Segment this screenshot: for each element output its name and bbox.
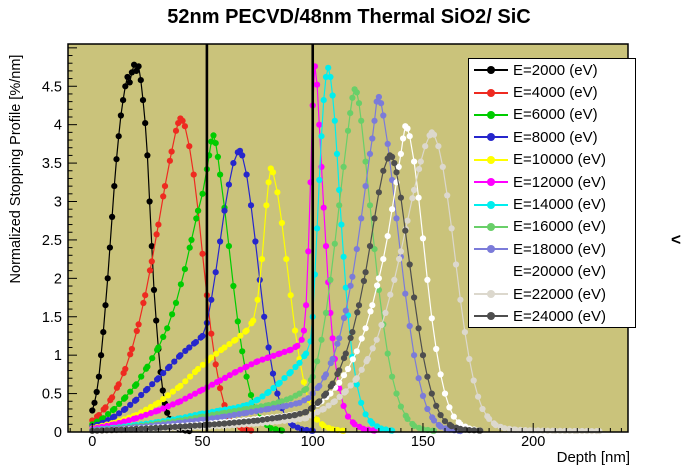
legend-label: E=12000 (eV) [513,173,606,191]
y-tick-label: 2 [54,271,62,287]
legend-item-E-20000-eV: E=20000 (eV) [469,261,635,283]
legend-marker [474,222,508,231]
y-tick-label: 4.5 [42,79,62,95]
legend-label: E=8000 (eV) [513,128,598,146]
legend-marker [474,245,508,254]
legend-label: E=14000 (eV) [513,196,606,214]
legend-label: E=24000 (eV) [513,307,606,325]
legend-marker-dot [487,88,495,97]
legend-marker-dot [487,200,495,209]
x-tick-label: 200 [521,434,545,450]
legend-marker-dot [487,245,495,254]
legend-marker-dot [487,178,495,187]
legend-item-E-22000-eV: E=22000 (eV) [469,283,635,305]
legend-marker [474,66,508,75]
legend-marker [474,290,508,299]
legend-label: E=22000 (eV) [513,285,606,303]
legend-label: E=4000 (eV) [513,84,598,102]
legend-item-E-4000-eV: E=4000 (eV) [469,81,635,103]
legend-marker-dot [487,110,495,119]
y-tick-label: 2.5 [42,233,62,249]
legend-marker-dot [487,267,495,276]
legend-marker-dot [487,222,495,231]
x-tick-label: 100 [301,434,325,450]
legend-label: E=20000 (eV) [513,263,606,281]
legend-marker-dot [487,290,495,299]
y-tick-label: 3 [54,195,62,211]
legend-item-E-8000-eV: E=8000 (eV) [469,126,635,148]
y-tick-label: 4 [54,118,62,134]
legend-label: E=18000 (eV) [513,240,606,258]
legend-marker [474,267,508,276]
series-E-12000-eV [89,63,378,434]
legend-label: E=6000 (eV) [513,106,598,124]
legend-label: E=16000 (eV) [513,218,606,236]
panel-collapse-arrow[interactable]: < [671,230,681,249]
legend-marker-dot [487,66,495,75]
legend-marker [474,133,508,142]
legend-marker [474,155,508,164]
legend-marker-dot [487,133,495,142]
y-tick-label: 0 [54,425,62,441]
interface-lines [205,44,315,432]
axis-ticks [68,47,622,433]
legend-marker-dot [487,155,495,164]
y-tick-label: 0.5 [42,387,62,403]
legend-item-E-2000-eV: E=2000 (eV) [469,59,635,81]
legend-item-E-10000-eV: E=10000 (eV) [469,149,635,171]
legend-marker [474,312,508,321]
legend-marker-dot [487,312,495,321]
legend-label: E=2000 (eV) [513,61,598,79]
x-tick-label: 50 [194,434,210,450]
legend-marker [474,88,508,97]
series-E-2000-eV [89,61,193,435]
chart-title: 52nm PECVD/48nm Thermal SiO2/ SiC [167,6,531,28]
legend-marker [474,110,508,119]
legend-item-E-6000-eV: E=6000 (eV) [469,104,635,126]
x-axis-title: Depth [nm] [556,449,630,466]
legend-item-E-14000-eV: E=14000 (eV) [469,193,635,215]
legend-item-E-16000-eV: E=16000 (eV) [469,216,635,238]
legend-item-E-12000-eV: E=12000 (eV) [469,171,635,193]
legend-item-E-18000-eV: E=18000 (eV) [469,238,635,260]
y-tick-label: 1 [54,348,62,364]
legend-marker [474,200,508,209]
legend-marker [474,178,508,187]
x-tick-label: 0 [88,434,96,450]
tick-labels: 0 50 100 150 200 0 0.5 1 1.5 2 2.5 3 3.5 4 4.5 [42,79,545,450]
legend-item-E-24000-eV: E=24000 (eV) [469,305,635,327]
legend: E=2000 (eV) E=4000 (eV) E=6000 (eV) E=8000 … [468,58,636,328]
legend-label: E=10000 (eV) [513,151,606,169]
y-tick-label: 3.5 [42,156,62,172]
y-tick-label: 1.5 [42,310,62,326]
x-tick-label: 150 [411,434,435,450]
